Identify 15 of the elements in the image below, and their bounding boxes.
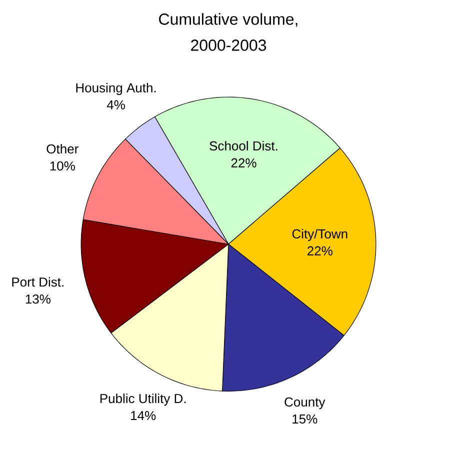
slice-label: City/Town <box>292 228 348 242</box>
slice-label: Housing Auth. <box>76 82 156 96</box>
data-label: 15% <box>292 414 318 424</box>
slice-label: Public Utility D. <box>100 394 186 406</box>
slice-label: School Dist. <box>210 140 278 151</box>
data-label: 4% <box>106 100 125 110</box>
data-label: 14% <box>131 411 156 420</box>
slice-label: Other <box>46 144 78 154</box>
data-label: 13% <box>26 294 50 304</box>
data-label: 22% <box>308 246 332 256</box>
slice-label: County <box>284 397 326 410</box>
data-label: 22% <box>231 158 256 168</box>
chart-title: Cumulative volume, 2000-2003 <box>159 13 298 51</box>
data-label: 10% <box>50 161 75 171</box>
slice-label: Port Dist. <box>12 277 64 287</box>
